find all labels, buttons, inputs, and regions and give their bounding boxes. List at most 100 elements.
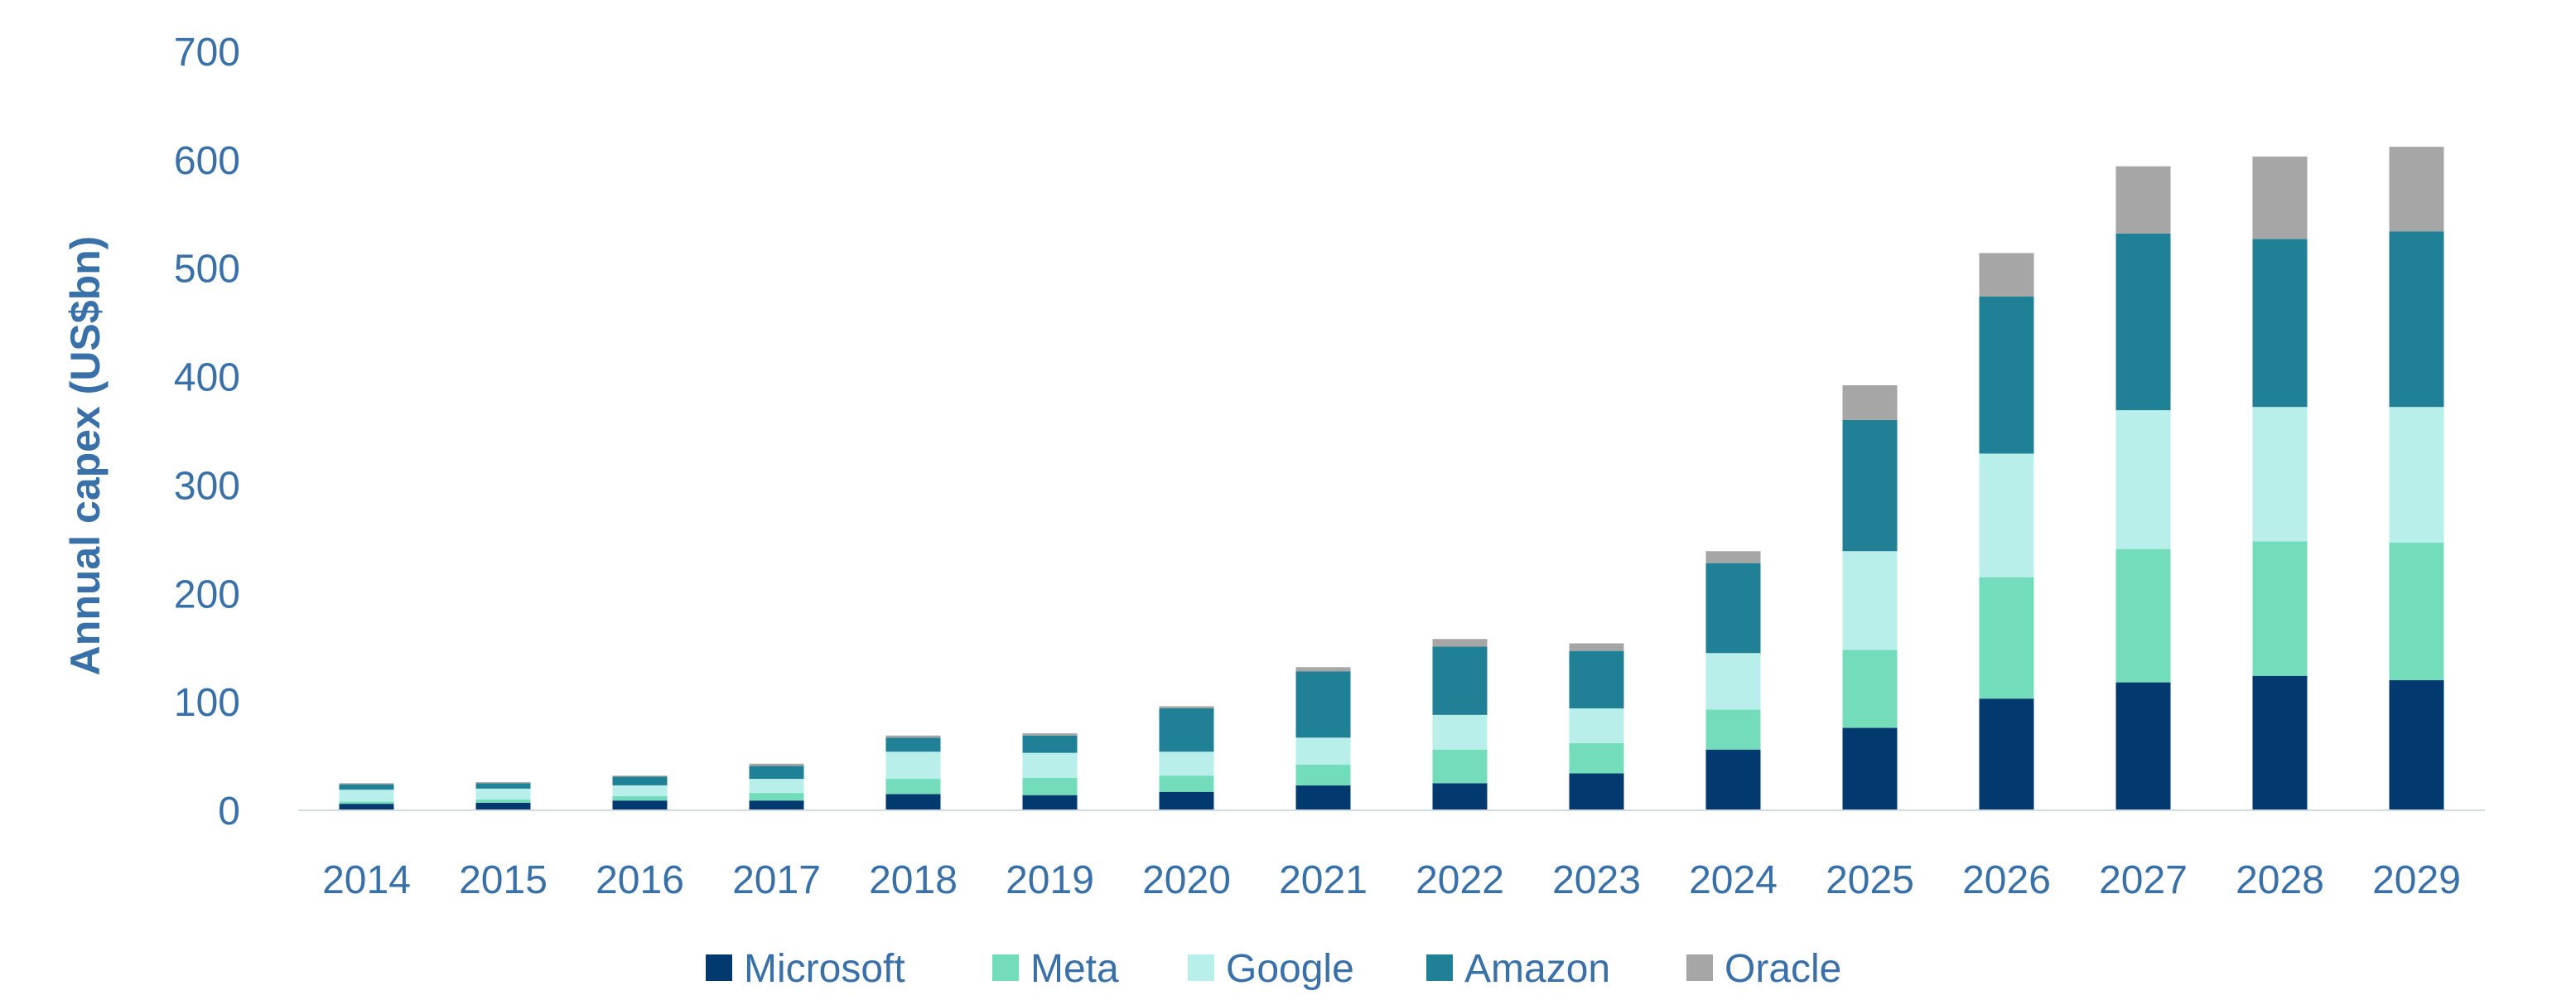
bar-amazon-2022 [1432,646,1488,715]
bar-amazon-2029 [2389,231,2444,408]
bar-microsoft-2020 [1159,791,1214,810]
bar-oracle-2021 [1295,667,1351,672]
bar-amazon-2021 [1295,671,1351,738]
bar-oracle-2016 [612,775,668,777]
bar-meta-2015 [475,799,531,803]
bar-google-2015 [475,788,531,800]
bar-oracle-2019 [1022,733,1078,736]
bar-microsoft-2014 [339,804,394,810]
bar-meta-2019 [1022,777,1078,795]
legend-label-google: Google [1226,947,1354,991]
y-axis-title: Annual capex (US$bn) [62,236,109,676]
x-tick-label: 2026 [1962,858,2051,902]
bar-microsoft-2021 [1295,785,1351,810]
bar-google-2019 [1022,752,1078,778]
bars [339,147,2444,810]
bar-oracle-2023 [1569,643,1624,651]
bar-meta-2028 [2252,541,2308,676]
bar-google-2018 [885,751,941,780]
y-tick-label: 700 [174,31,240,75]
bar-meta-2029 [2389,542,2444,680]
bar-microsoft-2026 [1979,698,2034,810]
bar-microsoft-2028 [2252,675,2308,810]
legend-swatch-microsoft [706,954,732,981]
y-tick-label: 200 [174,573,240,616]
bar-amazon-2018 [885,737,941,752]
bar-oracle-2025 [1842,385,1898,420]
bar-microsoft-2016 [612,800,668,810]
bar-microsoft-2025 [1842,727,1898,810]
bar-meta-2020 [1159,775,1214,792]
legend-label-amazon: Amazon [1464,947,1610,991]
bar-oracle-2014 [339,783,394,785]
bar-google-2023 [1569,708,1624,743]
bar-amazon-2019 [1022,735,1078,753]
x-tick-label: 2029 [2372,858,2461,902]
y-tick-label: 500 [174,248,240,292]
x-tick-label: 2018 [869,858,958,902]
bar-amazon-2016 [612,776,668,785]
x-tick-label: 2023 [1552,858,1641,902]
x-tick-label: 2016 [596,858,684,902]
bar-meta-2017 [749,793,804,801]
bar-meta-2021 [1295,765,1351,785]
bar-microsoft-2017 [749,800,804,810]
y-axis-ticks: 0 100 200 300 400 500 600 700 [174,31,240,833]
bar-meta-2022 [1432,749,1488,784]
bar-google-2026 [1979,453,2034,577]
bar-meta-2014 [339,801,394,804]
bar-amazon-2024 [1705,563,1761,654]
bar-oracle-2017 [749,763,804,766]
bar-amazon-2027 [2115,233,2171,411]
bar-oracle-2027 [2115,166,2171,234]
y-tick-label: 0 [218,790,240,833]
bar-meta-2018 [885,779,941,795]
bar-meta-2025 [1842,650,1898,728]
bar-google-2028 [2252,407,2308,542]
bar-microsoft-2019 [1022,795,1078,810]
y-axis-title-group: Annual capex (US$bn) [62,236,109,676]
y-tick-label: 400 [174,356,240,400]
bar-oracle-2024 [1705,551,1761,563]
legend-swatch-amazon [1426,954,1453,981]
legend-swatch-oracle [1686,954,1713,981]
bar-google-2024 [1705,653,1761,710]
bar-oracle-2028 [2252,156,2308,239]
bar-microsoft-2018 [885,794,941,810]
bar-microsoft-2022 [1432,783,1488,810]
bar-amazon-2026 [1979,296,2034,454]
bar-microsoft-2023 [1569,773,1624,810]
bar-google-2025 [1842,551,1898,650]
x-tick-label: 2027 [2099,858,2188,902]
bar-amazon-2014 [339,784,394,790]
legend-swatch-meta [992,954,1019,981]
y-tick-label: 100 [174,681,240,725]
x-tick-label: 2015 [459,858,548,902]
bar-google-2021 [1295,737,1351,766]
legend-swatch-google [1188,954,1214,981]
bar-meta-2026 [1979,577,2034,699]
bar-oracle-2020 [1159,706,1214,708]
bar-google-2017 [749,779,804,794]
legend-label-meta: Meta [1030,947,1119,991]
bar-oracle-2029 [2389,147,2444,232]
bar-google-2022 [1432,714,1488,750]
bar-meta-2016 [612,795,668,801]
bar-microsoft-2015 [475,802,531,810]
x-tick-label: 2021 [1279,858,1368,902]
bar-google-2014 [339,790,394,802]
x-tick-label: 2014 [322,858,411,902]
bar-oracle-2026 [1979,253,2034,297]
bar-amazon-2015 [475,783,531,789]
bar-microsoft-2029 [2389,679,2444,810]
bar-google-2020 [1159,751,1214,776]
bar-meta-2024 [1705,709,1761,750]
bar-google-2029 [2389,407,2444,543]
bar-meta-2023 [1569,742,1624,774]
bar-oracle-2015 [475,781,531,784]
y-tick-label: 300 [174,464,240,508]
bar-microsoft-2027 [2115,682,2171,810]
bar-google-2016 [612,785,668,796]
x-tick-label: 2028 [2236,858,2324,902]
